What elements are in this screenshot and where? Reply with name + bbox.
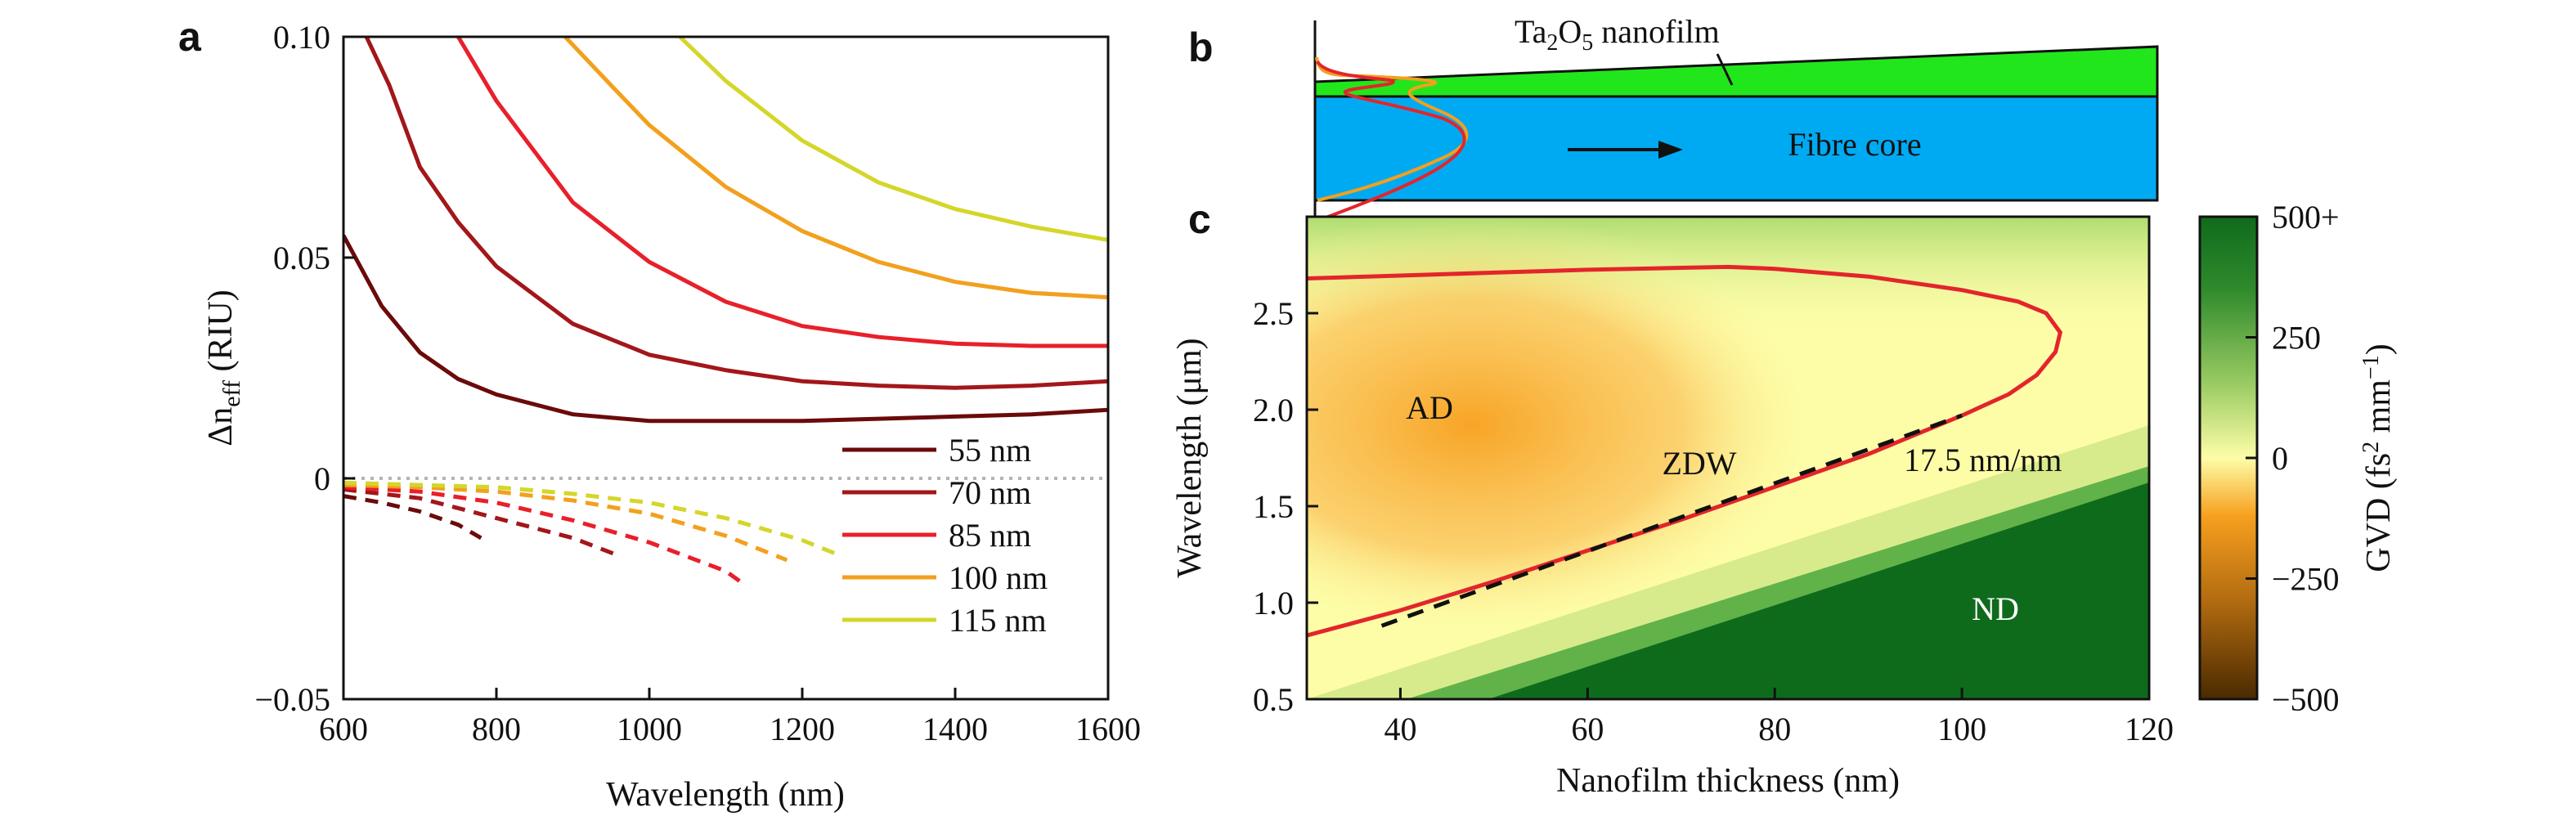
propagation-arrow-head	[1658, 141, 1683, 159]
colorbar-ticks: 500+ 250 0 −250 −500	[2246, 199, 2340, 718]
series-dashed-line-5	[343, 480, 841, 558]
series-line-2	[364, 37, 1108, 390]
legend-label: 85 nm	[949, 517, 1031, 554]
plot-frame-c	[1305, 215, 2151, 701]
nanofilm-layer	[1313, 45, 2159, 98]
y-tick-label-c: 1.5	[1253, 488, 1294, 525]
y-axis-title-a: Δneff (RIU)	[202, 289, 245, 446]
x-tick-label-a: 600	[319, 711, 368, 747]
panel-b: b Ta2O5 nanofilm Fibre core	[1188, 13, 2159, 217]
y-tick-label-c: 1.0	[1253, 585, 1294, 621]
x-tick-label-a: 1400	[922, 711, 988, 747]
legend-label: 70 nm	[949, 474, 1031, 511]
legend-label: 100 nm	[949, 559, 1048, 596]
panel-a-letter: a	[178, 14, 202, 60]
y-tick-label-a: 0	[314, 460, 330, 497]
mode-profile-red	[1316, 60, 1466, 217]
x-tick-label-c: 100	[1937, 711, 1986, 747]
mode-profiles	[1315, 56, 1469, 217]
line-series-group	[343, 37, 1108, 584]
normal-dispersion-region	[1488, 482, 2149, 699]
panel-c-letter: c	[1188, 196, 1211, 242]
x-tick-label-c: 120	[2125, 711, 2174, 747]
y-tick-label-c: 0.5	[1253, 681, 1294, 718]
colorbar-tick-label: 250	[2272, 320, 2321, 357]
series-line-1	[343, 234, 1108, 424]
x-axis-title-c: Nanofilm thickness (nm)	[1556, 762, 1900, 800]
series-dashed-line-2	[343, 487, 620, 558]
slope-fit-line	[1380, 413, 1963, 628]
fibre-core-label: Fibre core	[1788, 126, 1921, 163]
legend-label: 115 nm	[949, 602, 1047, 639]
panel-a: a 600 800 1000 1200 1400 1600 −0.05 0 0.05 0.10 W…	[178, 14, 1141, 814]
nanofilm-label: Ta2O5 nanofilm	[1515, 13, 1720, 56]
x-tick-label-a: 1200	[770, 711, 835, 747]
x-tick-label-a: 800	[472, 711, 521, 747]
series-line-3	[456, 37, 1108, 348]
nanofilm-pointer-line	[1716, 53, 1734, 86]
plot-frame-a	[342, 35, 1110, 701]
colorbar-tick-label: −500	[2272, 681, 2340, 718]
series-line-5	[678, 37, 1108, 242]
colorbar-title: GVD (fs2 mm−1)	[2358, 343, 2398, 572]
series-dashed-line-4	[343, 482, 788, 563]
colorbar-tick-label: 500+	[2272, 199, 2340, 236]
colorbar-tick-label: 0	[2272, 440, 2288, 477]
anomalous-dispersion-glow	[1307, 217, 1824, 638]
panel-b-letter: b	[1188, 25, 1214, 70]
legend-label: 55 nm	[949, 432, 1031, 469]
axis-ticks-a: 600 800 1000 1200 1400 1600 −0.05 0 0.05 0.10	[254, 19, 1141, 747]
series-dashed-line-1	[343, 494, 482, 541]
y-axis-title-c: Wavelength (μm)	[1171, 338, 1209, 577]
y-tick-label-c: 2.5	[1253, 295, 1294, 332]
x-tick-label-c: 60	[1571, 711, 1604, 747]
colorbar-tick-label: −250	[2272, 561, 2340, 598]
legend-a: 55 nm 70 nm 85 nm 100 nm 115 nm	[842, 432, 1048, 639]
axis-ticks-c: 40 60 80 100 120 0.5 1.0 1.5 2.0 2.5	[1253, 295, 2174, 747]
colorbar	[2198, 215, 2259, 701]
x-axis-title-a: Wavelength (nm)	[606, 776, 845, 814]
ad-label: AD	[1406, 389, 1453, 426]
slope-label: 17.5 nm/nm	[1904, 442, 2062, 478]
gvd-heatmap	[1307, 217, 2149, 699]
y-tick-label-c: 2.0	[1253, 392, 1294, 428]
y-tick-label-a: −0.05	[254, 681, 330, 718]
nd-label: ND	[1972, 590, 2019, 627]
zdw-label: ZDW	[1662, 445, 1736, 482]
y-tick-label-a: 0.05	[273, 240, 330, 276]
x-tick-label-c: 80	[1758, 711, 1791, 747]
x-tick-label-a: 1000	[617, 711, 682, 747]
fibre-core	[1313, 95, 2159, 202]
x-tick-label-a: 1600	[1075, 711, 1141, 747]
series-dashed-line-3	[343, 485, 743, 584]
panel-c: c 40 60 80 100 1200.51.01.52.02.5 AD ZDW ND …	[1171, 196, 2398, 800]
y-tick-label-a: 0.10	[273, 19, 330, 56]
x-tick-label-c: 40	[1384, 711, 1416, 747]
series-line-4	[563, 37, 1108, 300]
